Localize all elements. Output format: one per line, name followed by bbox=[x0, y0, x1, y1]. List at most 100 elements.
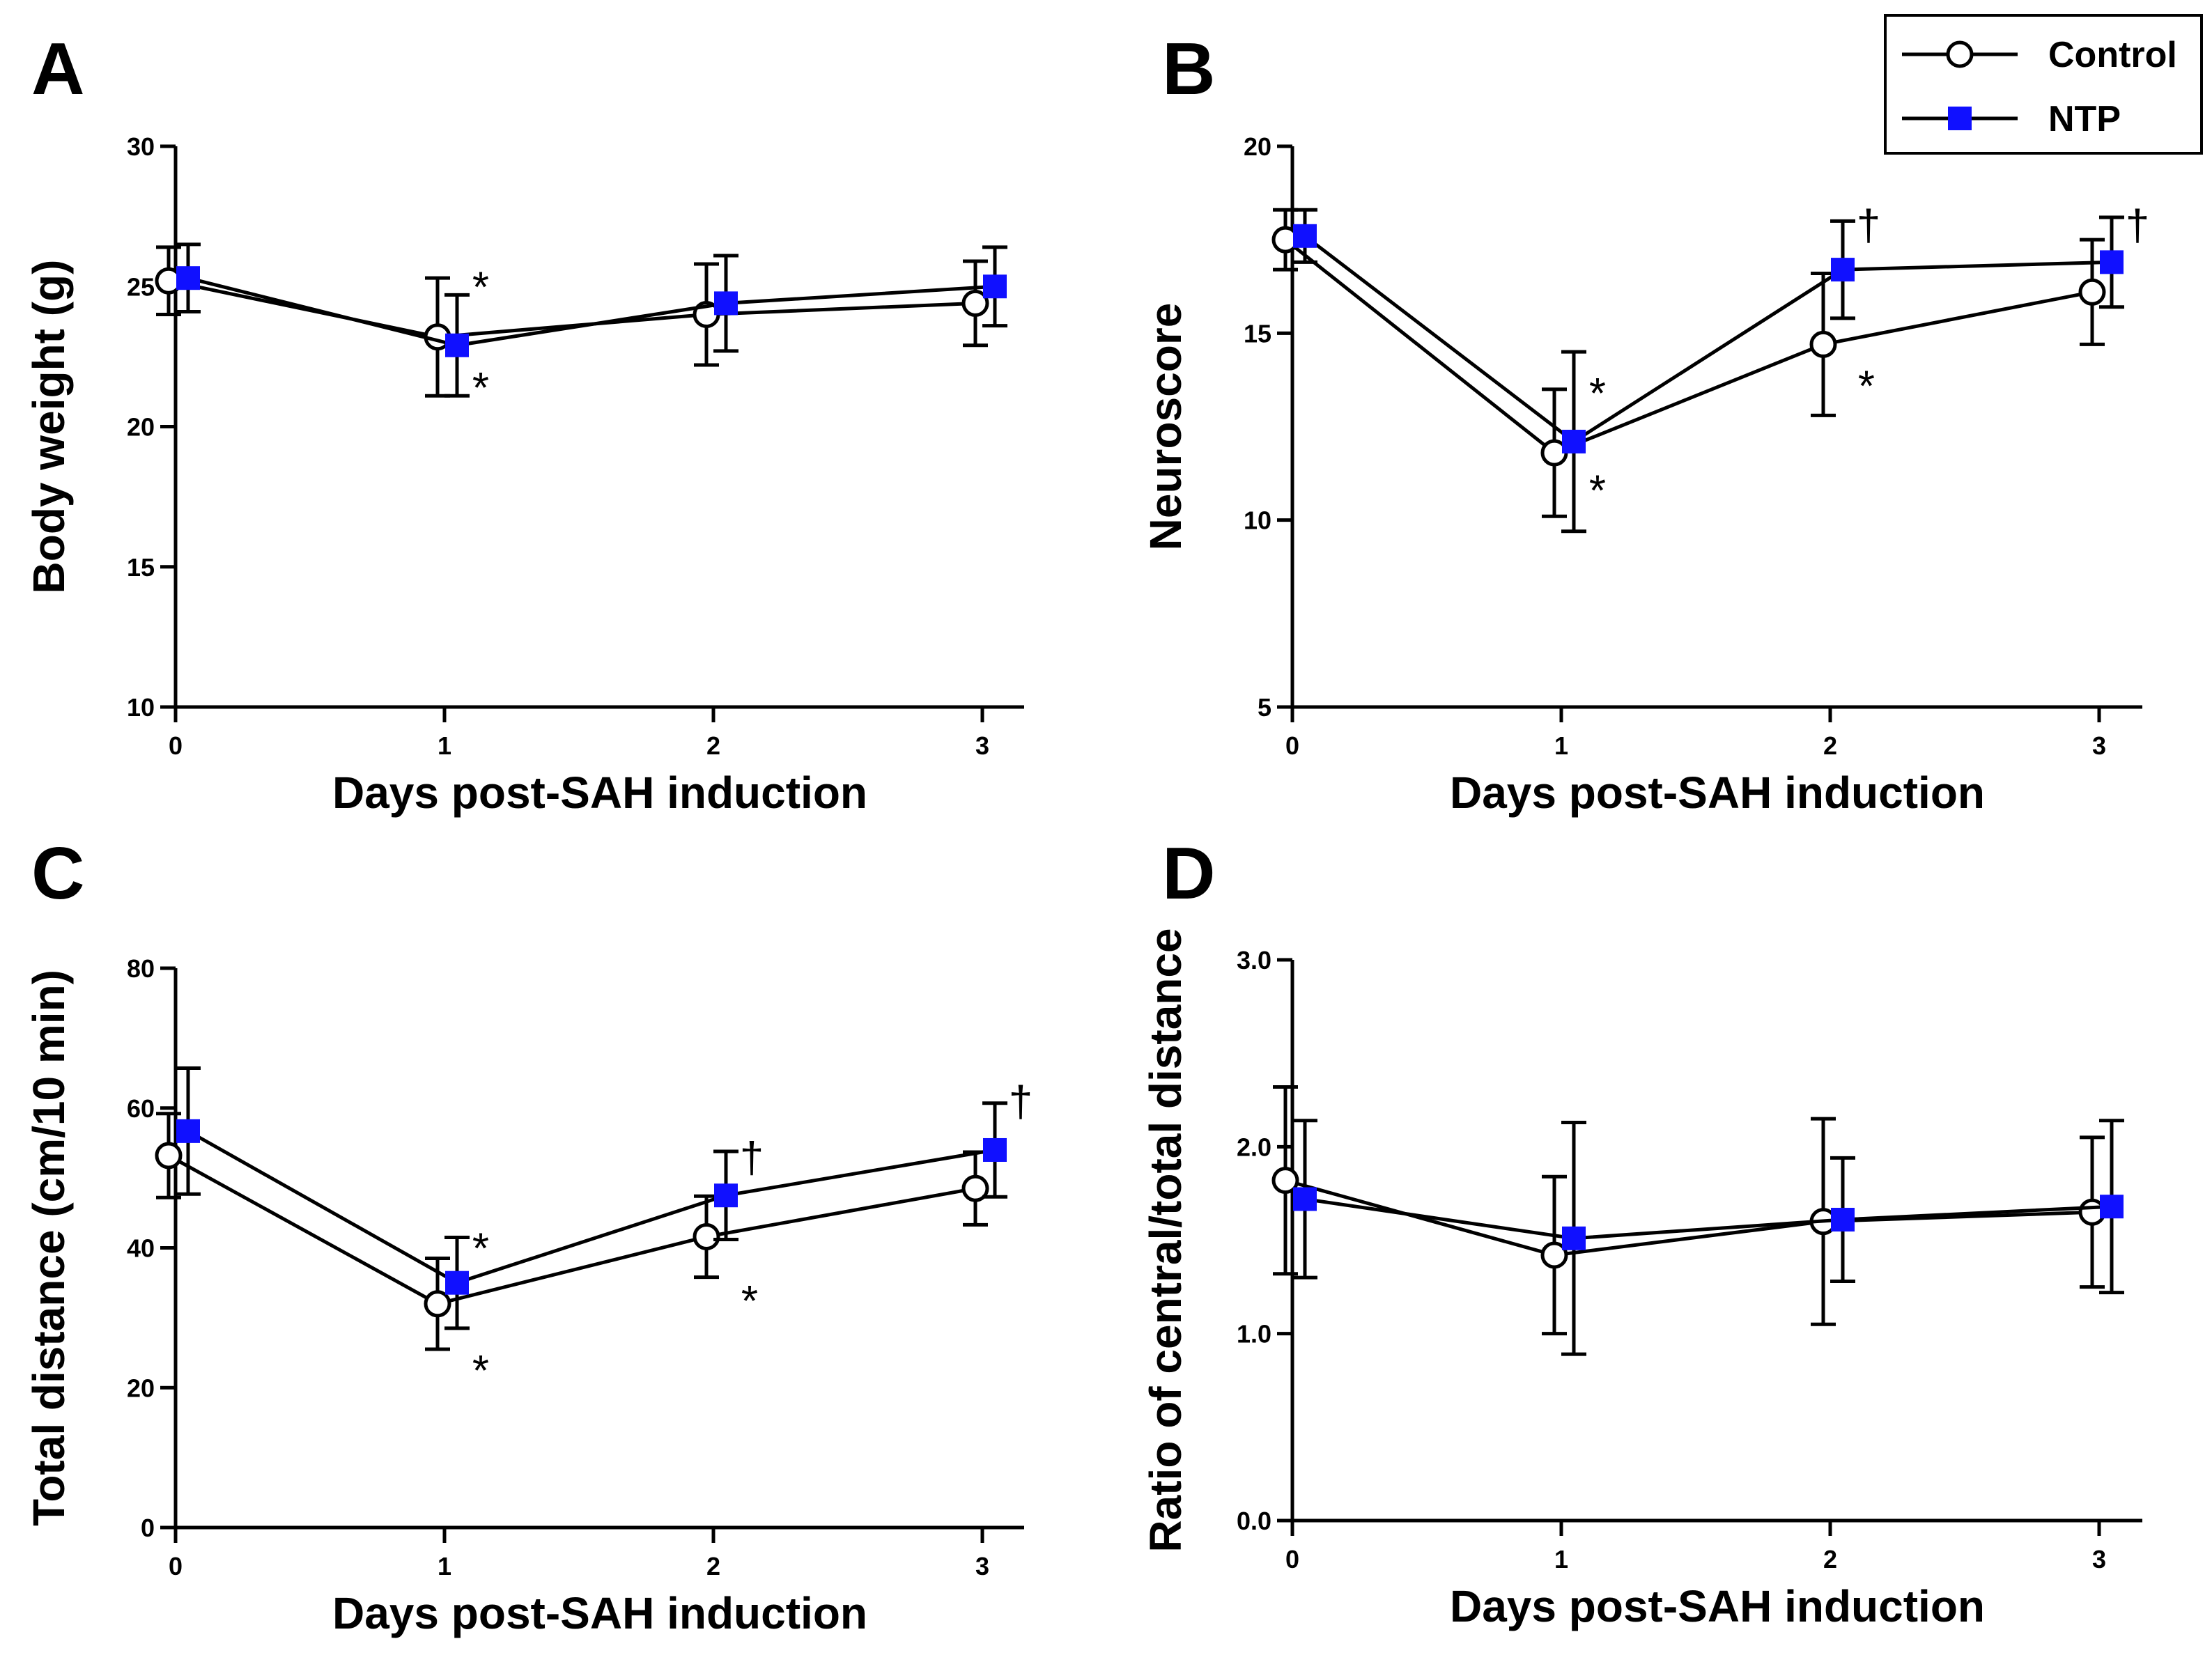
data-point-control bbox=[693, 1222, 720, 1250]
series-ntp bbox=[176, 1066, 1007, 1330]
y-tick-label: 10 bbox=[127, 693, 155, 722]
series-line bbox=[1304, 1197, 2112, 1241]
data-point-control bbox=[961, 1174, 989, 1202]
chart-panel-a: A 10 15 20 25 30 0 1 2 3 Days post-SAH induction Bo… bbox=[24, 28, 1024, 818]
x-tick-label: 3 bbox=[2092, 731, 2106, 760]
y-axis-title: Ratio of central/total distance bbox=[1140, 928, 1191, 1552]
data-point-control bbox=[1540, 1241, 1568, 1269]
y-tick-label: 1.0 bbox=[1237, 1320, 1271, 1349]
series-ntp bbox=[1292, 1119, 2124, 1356]
data-point-control bbox=[1809, 330, 1837, 358]
x-tick-label: 3 bbox=[975, 731, 989, 760]
series-line bbox=[1304, 234, 2112, 444]
x-tick-label: 2 bbox=[706, 1552, 720, 1580]
panel-label: D bbox=[1162, 832, 1216, 915]
legend-control-label: Control bbox=[2048, 35, 2177, 75]
y-tick-label: 40 bbox=[127, 1234, 155, 1263]
x-tick-label: 1 bbox=[1554, 731, 1568, 760]
series-line bbox=[1284, 238, 2093, 455]
x-tick-label: 2 bbox=[1823, 1545, 1837, 1574]
data-point-ntp bbox=[176, 1119, 200, 1143]
data-point-ntp bbox=[1831, 258, 1855, 282]
significance-asterisk: * bbox=[741, 1277, 758, 1326]
data-point-ntp bbox=[1831, 1207, 1855, 1231]
significance-dagger: † bbox=[1857, 202, 1880, 250]
y-tick-label: 2.0 bbox=[1237, 1133, 1271, 1161]
data-point-ntp bbox=[445, 1271, 469, 1295]
x-tick-label: 1 bbox=[438, 731, 451, 760]
y-tick-label: 3.0 bbox=[1237, 946, 1271, 974]
series-control bbox=[155, 1112, 989, 1351]
significance-asterisk: * bbox=[472, 364, 489, 412]
significance-dagger: † bbox=[2126, 202, 2149, 250]
x-tick-label: 2 bbox=[706, 731, 720, 760]
chart-panel-b: B 5 10 15 20 0 1 2 3 Days post-SAH induction Neuro… bbox=[1140, 28, 2149, 818]
data-point-ntp bbox=[445, 333, 469, 357]
x-axis-title: Days post-SAH induction bbox=[332, 1588, 867, 1638]
data-point-ntp bbox=[1562, 1226, 1586, 1250]
data-point-ntp bbox=[983, 274, 1007, 299]
significance-asterisk: * bbox=[1589, 370, 1606, 418]
panel-label: C bbox=[31, 832, 85, 915]
data-point-ntp bbox=[2100, 1195, 2124, 1219]
data-point-ntp bbox=[176, 266, 200, 290]
significance-asterisk: * bbox=[472, 263, 489, 311]
y-tick-label: 15 bbox=[1244, 319, 1271, 348]
x-tick-label: 0 bbox=[1285, 1545, 1299, 1574]
y-tick-label: 15 bbox=[127, 553, 155, 582]
y-axis-title: Body weight (g) bbox=[24, 260, 74, 594]
data-point-ntp bbox=[983, 1137, 1007, 1162]
data-point-control bbox=[1271, 1167, 1299, 1195]
x-tick-label: 3 bbox=[975, 1552, 989, 1580]
legend-ntp-marker bbox=[1948, 107, 1972, 130]
x-tick-label: 0 bbox=[169, 731, 183, 760]
significance-asterisk: * bbox=[1858, 362, 1875, 410]
x-tick-label: 0 bbox=[1285, 731, 1299, 760]
x-tick-label: 2 bbox=[1823, 731, 1837, 760]
significance-asterisk: * bbox=[472, 1347, 489, 1395]
significance-dagger: † bbox=[1009, 1078, 1032, 1126]
series-ntp bbox=[176, 242, 1007, 398]
panel-label: B bbox=[1162, 28, 1216, 110]
y-tick-label: 20 bbox=[127, 1374, 155, 1402]
series-control bbox=[1271, 1085, 2106, 1336]
series-ntp bbox=[1292, 208, 2124, 534]
data-point-ntp bbox=[714, 1183, 738, 1208]
x-axis-title: Days post-SAH induction bbox=[1450, 1581, 1985, 1631]
y-tick-label: 5 bbox=[1258, 693, 1271, 722]
y-tick-label: 10 bbox=[1244, 506, 1271, 535]
legend-ntp-label: NTP bbox=[2048, 99, 2121, 139]
y-tick-label: 25 bbox=[127, 272, 155, 301]
series-line bbox=[187, 276, 996, 348]
series-control bbox=[1271, 208, 2106, 518]
y-tick-label: 30 bbox=[127, 132, 155, 161]
y-tick-label: 20 bbox=[127, 413, 155, 442]
data-point-ntp bbox=[1562, 429, 1586, 453]
series-line bbox=[167, 1153, 976, 1306]
y-tick-label: 0.0 bbox=[1237, 1507, 1271, 1535]
series-line bbox=[187, 1129, 996, 1285]
legend: Control NTP bbox=[1884, 14, 2203, 155]
y-tick-label: 60 bbox=[127, 1094, 155, 1123]
data-point-ntp bbox=[1293, 1187, 1317, 1211]
data-point-control bbox=[424, 1290, 451, 1318]
y-tick-label: 80 bbox=[127, 954, 155, 983]
data-point-ntp bbox=[714, 291, 738, 316]
significance-dagger: † bbox=[740, 1134, 764, 1182]
y-axis-title: Total distance (cm/10 min) bbox=[24, 970, 74, 1526]
x-tick-label: 1 bbox=[1554, 1545, 1568, 1574]
x-axis-title: Days post-SAH induction bbox=[332, 768, 867, 818]
series-control bbox=[155, 245, 989, 398]
y-tick-label: 0 bbox=[141, 1514, 155, 1542]
significance-asterisk: * bbox=[1589, 467, 1606, 515]
y-axis-title: Neuroscore bbox=[1140, 303, 1191, 551]
y-tick-label: 20 bbox=[1244, 132, 1271, 161]
legend-box bbox=[1884, 14, 2203, 155]
series-line bbox=[1285, 1179, 2093, 1257]
x-tick-label: 0 bbox=[169, 1552, 183, 1580]
chart-panel-d: D 0.0 1.0 2.0 3.0 0 1 2 3 Days post-SAH induction… bbox=[1140, 832, 2142, 1631]
data-point-ntp bbox=[2100, 250, 2124, 274]
data-point-control bbox=[155, 1142, 183, 1170]
data-point-control bbox=[961, 289, 989, 317]
